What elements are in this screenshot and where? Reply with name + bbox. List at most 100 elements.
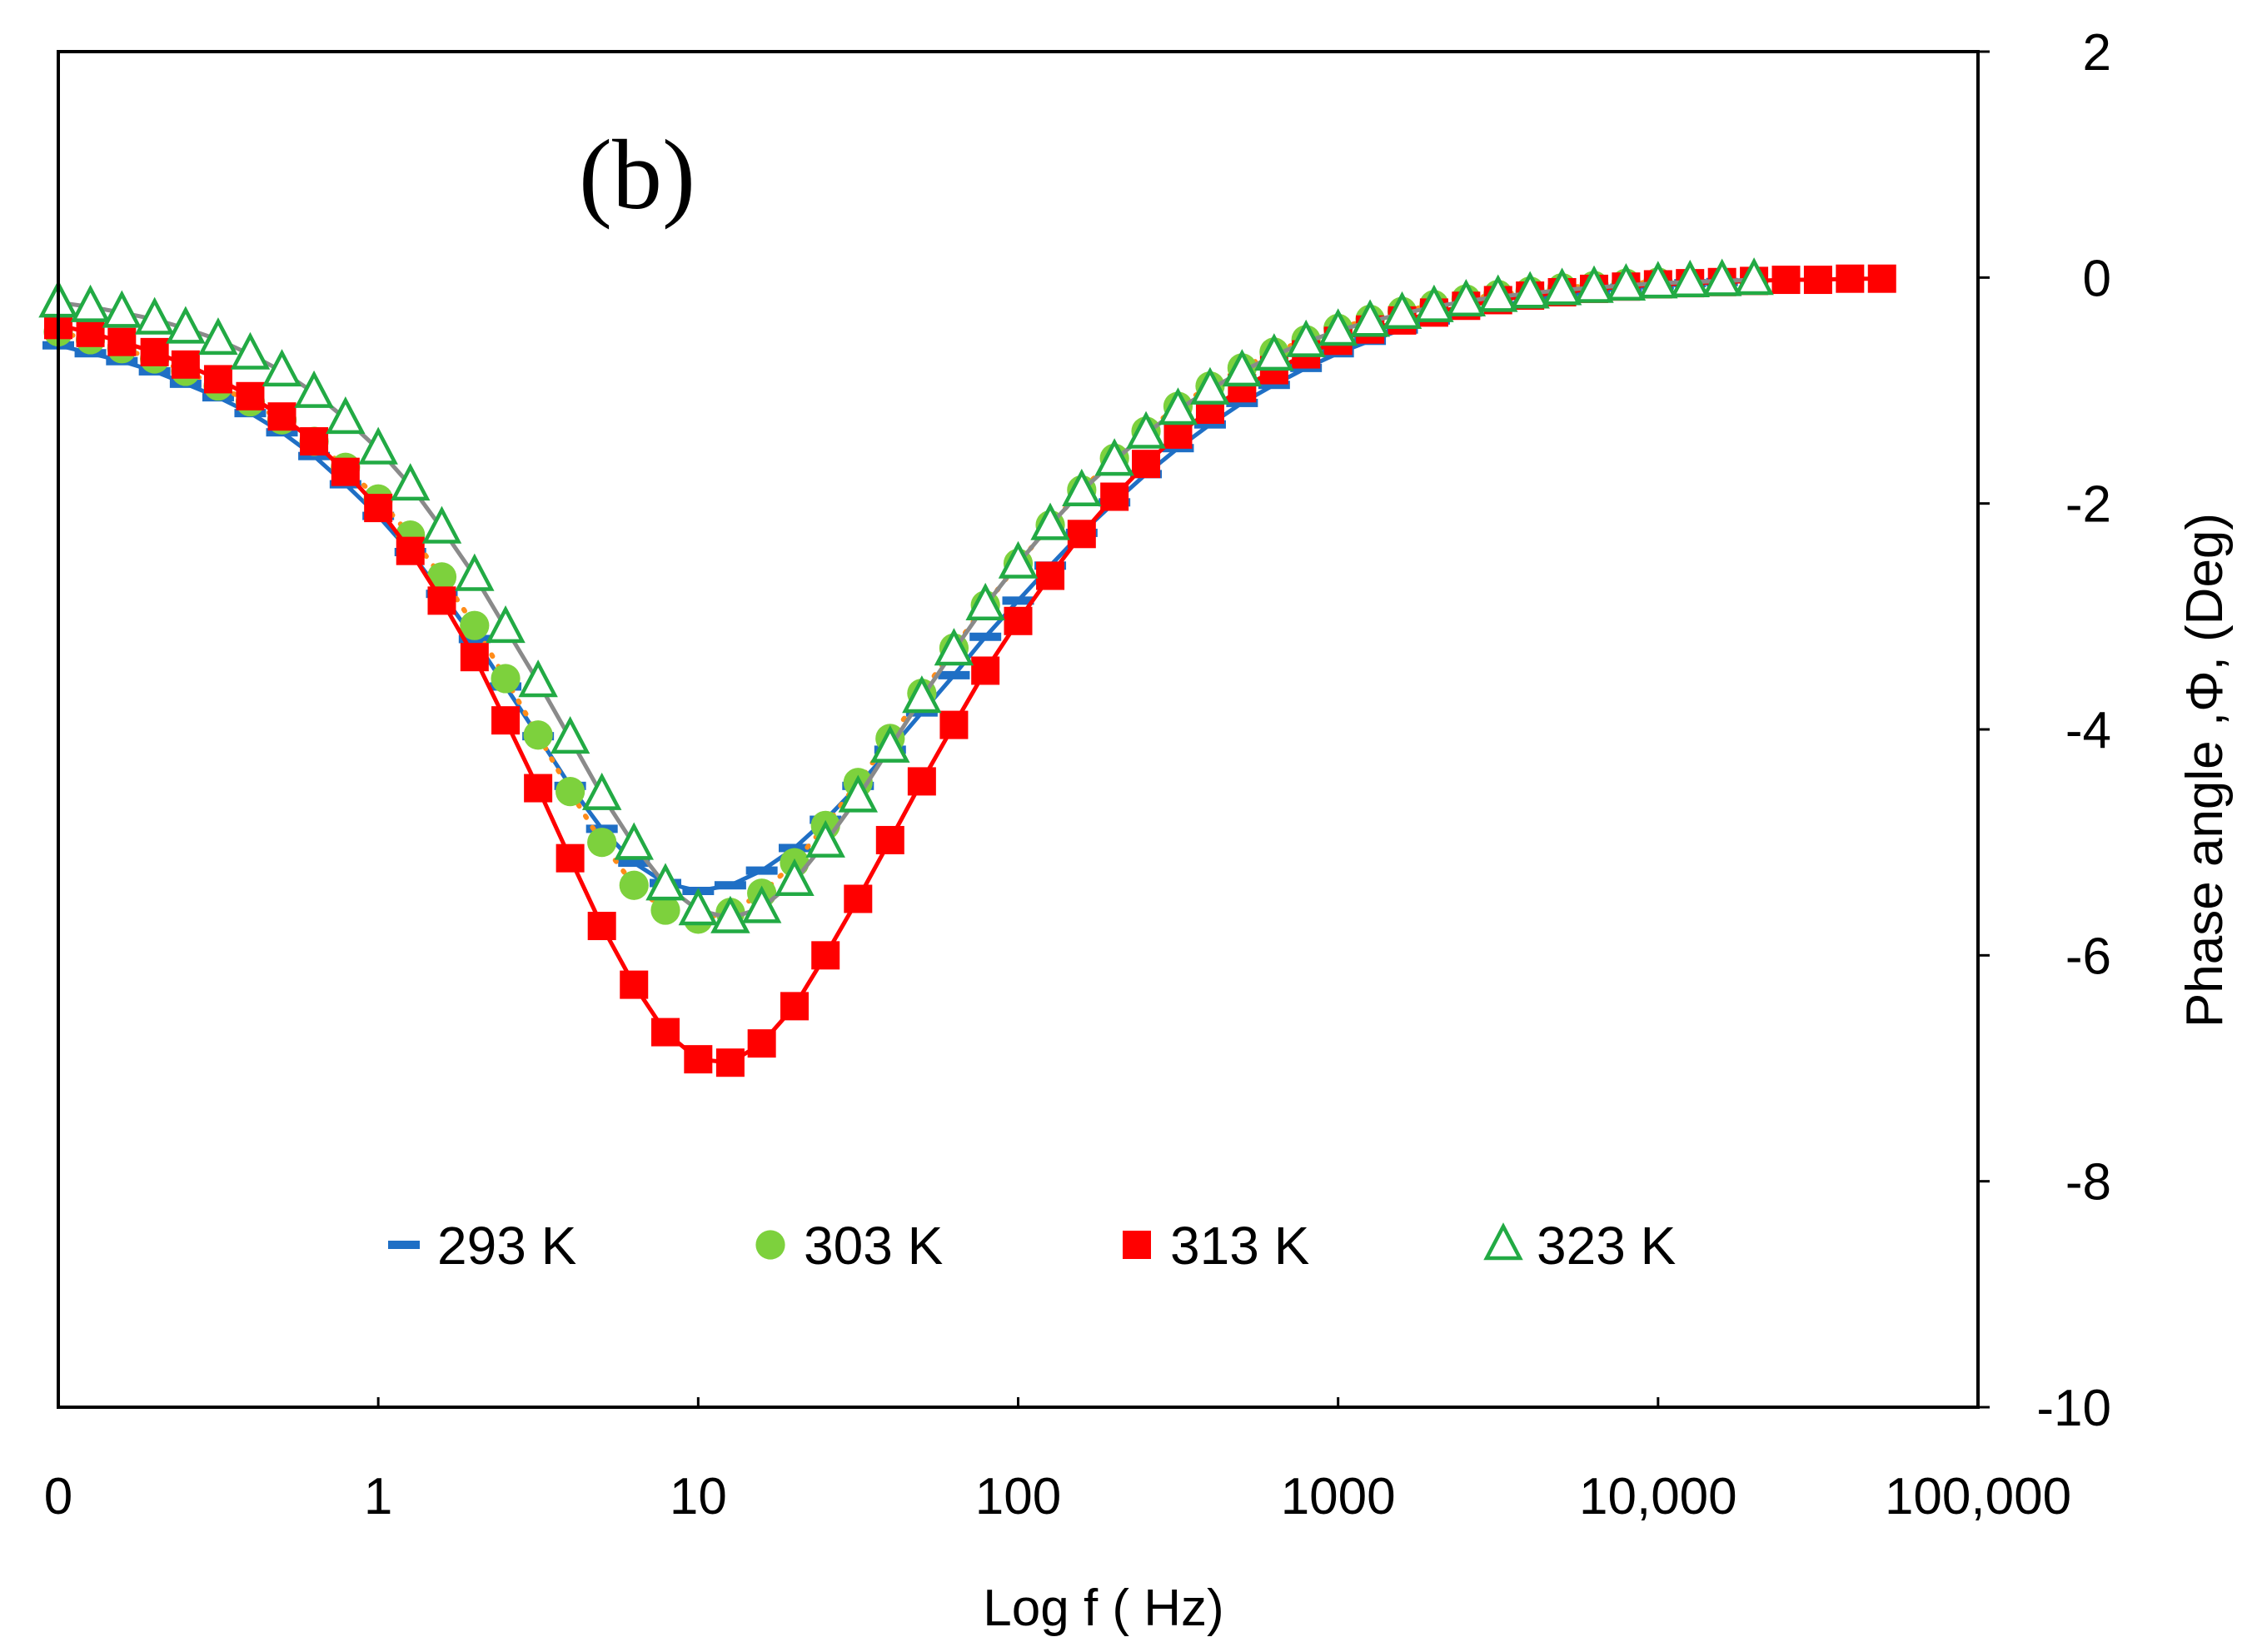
data-point-323k (455, 553, 495, 591)
data-point-313k (396, 536, 425, 565)
data-point-313k (1004, 606, 1033, 635)
y-tick-label: -4 (2065, 702, 2111, 759)
data-point-323k (198, 317, 238, 356)
y-tick-label: -6 (2065, 928, 2111, 985)
data-point-323k (358, 426, 398, 465)
series-layer (38, 257, 1896, 1077)
data-point-323k (1254, 333, 1294, 371)
data-point-313k (651, 1018, 680, 1047)
data-point-313k (524, 774, 553, 803)
data-point-323k (1350, 299, 1390, 337)
y-tick-label: -8 (2065, 1154, 2111, 1212)
legend-item-313k: 313 K (1123, 1216, 1309, 1276)
data-point-323k (1478, 274, 1518, 312)
data-point-323k (775, 858, 815, 897)
data-point-323k (614, 822, 654, 860)
data-point-313k (844, 884, 873, 913)
data-point-313k (684, 1045, 713, 1074)
data-point-323k (1030, 502, 1070, 540)
data-point-313k (907, 767, 936, 796)
data-point-323k (645, 863, 685, 901)
data-point-313k (1771, 266, 1801, 295)
data-point-323k (870, 724, 910, 763)
data-point-303k (619, 870, 649, 900)
y-axis-title: Phase angle ,Φ, (Deg) (2176, 513, 2234, 1028)
data-point-323k (1510, 271, 1550, 309)
legend-label-313k: 313 K (1170, 1216, 1309, 1276)
data-point-293k (969, 632, 1002, 641)
data-point-313k (939, 710, 969, 739)
legend-label-303k: 303 K (804, 1216, 943, 1276)
legend-item-293k: 293 K (388, 1216, 576, 1276)
panel-label: (b) (579, 119, 695, 230)
legend-label-323k: 323 K (1537, 1216, 1676, 1276)
data-point-323k (741, 885, 782, 923)
x-tick-label: 0 (44, 1468, 72, 1525)
x-axis-title: Log f ( Hz) (983, 1580, 1223, 1637)
data-point-313k (1163, 420, 1193, 449)
data-point-323k (102, 290, 142, 328)
data-point-293k (618, 858, 650, 868)
legend-item-303k: 303 K (755, 1216, 943, 1276)
data-point-313k (427, 586, 456, 615)
data-point-313k (76, 318, 105, 347)
legend-marker-293k (388, 1241, 420, 1249)
data-point-313k (267, 402, 296, 431)
data-point-323k (166, 306, 206, 344)
data-point-323k (710, 895, 750, 933)
data-point-323k (1734, 257, 1774, 296)
data-point-323k (1670, 259, 1710, 297)
data-point-323k (1701, 258, 1742, 296)
data-point-313k (107, 327, 137, 356)
ticks-layer: 0 1 10 100 1000 10,000 100,000 2 0 -2 -4 -6 -8 -10 (44, 24, 2111, 1525)
data-point-303k (426, 562, 457, 592)
data-point-303k (460, 610, 490, 640)
data-point-323k (838, 774, 879, 813)
data-point-323k (1318, 308, 1358, 346)
y-tick-label: 2 (2083, 24, 2111, 82)
data-point-303k (650, 895, 680, 925)
data-point-323k (1446, 278, 1487, 317)
y-tick-label: 0 (2083, 250, 2111, 307)
data-point-293k (1002, 596, 1034, 605)
data-point-313k (715, 1048, 745, 1077)
data-point-323k (1382, 291, 1422, 329)
data-point-313k (171, 350, 200, 379)
data-point-323k (486, 605, 526, 644)
data-point-323k (1606, 262, 1647, 301)
data-point-313k (747, 1029, 776, 1058)
x-tick-label: 100 (975, 1468, 1061, 1525)
data-point-323k (934, 628, 974, 666)
legend-item-323k: 323 K (1483, 1216, 1676, 1276)
data-point-313k (140, 337, 169, 366)
data-point-323k (1190, 366, 1230, 405)
data-point-323k (1222, 349, 1263, 387)
data-point-313k (1067, 520, 1096, 549)
data-point-323k (326, 396, 366, 435)
data-point-323k (1126, 411, 1166, 449)
data-point-313k (875, 825, 904, 854)
data-point-323k (134, 296, 175, 335)
data-point-313k (203, 365, 232, 394)
data-point-303k (491, 664, 521, 694)
data-point-293k (298, 451, 331, 460)
x-tick-label: 10 (670, 1468, 727, 1525)
data-point-323k (998, 540, 1039, 579)
legend-marker-313k (1123, 1231, 1151, 1259)
data-point-313k (587, 912, 616, 941)
data-point-303k (556, 777, 585, 807)
data-point-313k (556, 843, 585, 873)
data-point-323k (1094, 438, 1134, 476)
data-point-323k (1286, 319, 1326, 357)
data-point-293k (714, 881, 746, 890)
data-point-323k (678, 888, 719, 926)
data-point-323k (70, 284, 111, 322)
data-point-313k (364, 494, 393, 523)
data-point-313k (1132, 450, 1161, 479)
data-point-293k (745, 866, 778, 875)
x-tick-label: 1 (364, 1468, 392, 1525)
data-point-293k (1193, 420, 1226, 429)
data-point-323k (421, 505, 462, 544)
data-point-313k (780, 992, 809, 1021)
